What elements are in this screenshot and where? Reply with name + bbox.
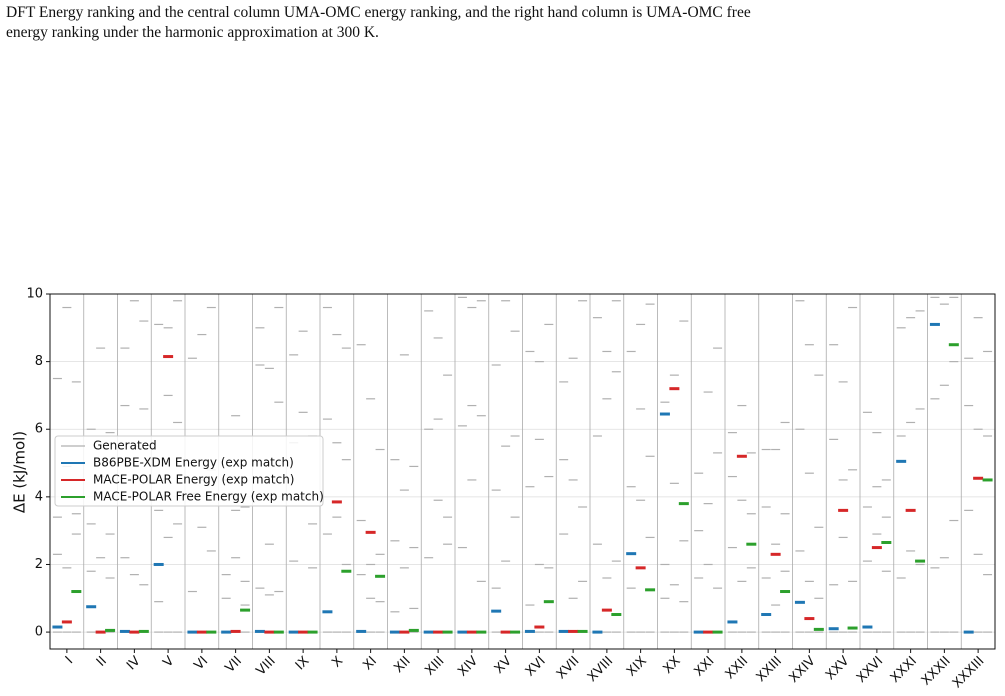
y-tick-label: 10: [26, 287, 43, 302]
x-tick-label: XVI: [523, 654, 549, 680]
x-tick-label: V: [161, 654, 178, 671]
legend-label: B86PBE-XDM Energy (exp match): [93, 456, 294, 470]
y-tick-label: 8: [35, 354, 43, 369]
x-tick-label: XX: [660, 654, 683, 677]
x-tick-label: XVIII: [585, 654, 616, 685]
y-tick-label: 4: [35, 489, 43, 504]
x-tick-label: XXIV: [786, 654, 818, 686]
legend-label: MACE-POLAR Energy (exp match): [93, 473, 295, 487]
legend-box: [54, 435, 324, 507]
x-tick-label: VIII: [254, 654, 279, 679]
x-tick-label: XXV: [823, 654, 853, 684]
x-tick-label: VII: [223, 654, 245, 676]
caption-line: energy ranking under the harmonic approx…: [6, 24, 379, 41]
y-tick-label: 2: [35, 557, 43, 572]
x-tick-label: XXIII: [754, 654, 785, 685]
x-tick-label: XXI: [692, 654, 718, 680]
x-tick-label: XII: [391, 654, 413, 676]
x-tick-label: XXXIII: [950, 654, 988, 692]
x-tick-label: XV: [492, 654, 515, 677]
y-axis-label: ΔE (kJ/mol): [11, 431, 29, 513]
x-tick-label: XI: [360, 654, 380, 674]
y-tick-label: 6: [35, 422, 43, 437]
y-tick-label: 0: [35, 625, 43, 640]
x-tick-label: IX: [293, 654, 313, 674]
x-tick-label: XXXI: [888, 654, 920, 686]
x-tick-label: VI: [192, 654, 212, 674]
x-tick-label: XXVI: [854, 654, 886, 686]
x-tick-label: XXXII: [919, 654, 954, 689]
x-tick-label: X: [329, 654, 346, 671]
x-tick-label: I: [63, 654, 76, 667]
x-tick-label: XVII: [554, 654, 583, 683]
legend-label: MACE-POLAR Free Energy (exp match): [93, 490, 324, 504]
x-tick-label: II: [94, 654, 110, 670]
x-tick-label: XIII: [422, 654, 447, 679]
x-tick-label: XIV: [455, 654, 481, 680]
x-tick-label: IV: [124, 654, 144, 674]
caption-line: DFT Energy ranking and the central colum…: [6, 4, 751, 21]
legend-label: Generated: [93, 439, 157, 453]
plot-frame: [49, 293, 996, 650]
x-tick-label: XIX: [624, 654, 650, 680]
x-tick-label: XXII: [723, 654, 752, 683]
